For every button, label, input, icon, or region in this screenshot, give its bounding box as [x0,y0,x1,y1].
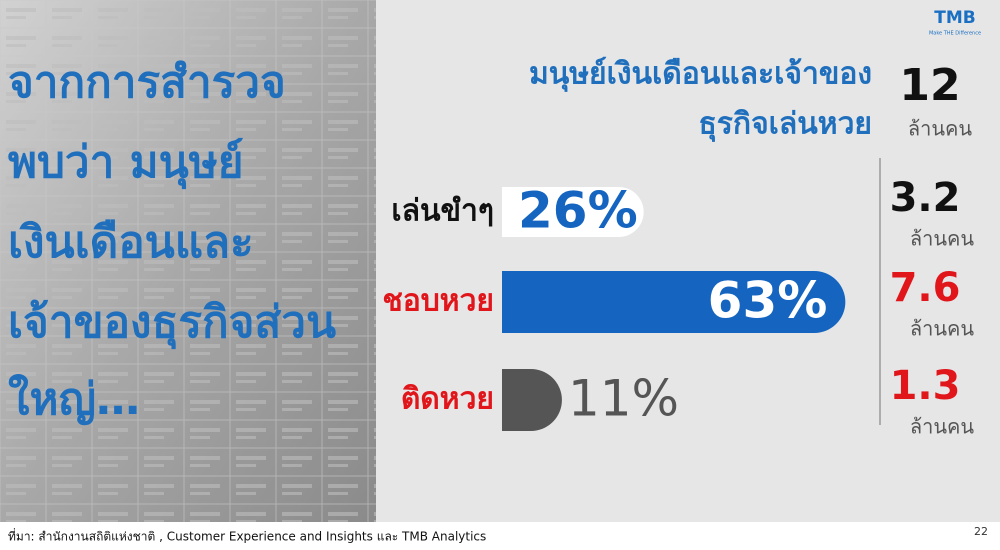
category-label: ชอบหวย [382,284,494,319]
headline: ใหญ่… [8,373,140,425]
count-unit: ล้านคน [910,415,975,439]
category-label: ติดหวย [401,382,494,417]
category-label: เล่นขำๆ [391,194,494,229]
count: 7.6 [890,265,961,311]
bar [502,369,562,431]
headline: เจ้าของธุรกิจส่วน [8,297,336,350]
value-label: 11% [568,370,679,428]
headline: เงินเดือนและ [8,217,254,268]
unit: ล้านคน [908,117,973,141]
source: ที่มา: สำนักงานสถิติแห่งชาติ , Customer … [8,528,486,544]
value-label: 63% [708,272,828,330]
headline: พบว่า มนุษย์ [8,137,244,190]
count-unit: ล้านคน [910,317,975,341]
logo-tagline: Make THE Difference [929,31,981,37]
photo-texture [0,0,376,522]
logo: TMB [934,8,975,28]
count-unit: ล้านคน [910,227,975,251]
headline: จากการสำรวจ [8,57,286,108]
count: 3.2 [890,175,961,221]
count: 1.3 [890,363,961,409]
chart-title: มนุษย์เงินเดือนและเจ้าของ [529,57,872,93]
bar [502,271,846,333]
footer-band [0,522,1000,550]
bar [502,187,644,237]
chart-title: ธุรกิจเล่นหวย [698,107,872,143]
page-number: 22 [974,525,988,538]
total: 12 [899,60,960,111]
value-label: 26% [518,182,638,240]
